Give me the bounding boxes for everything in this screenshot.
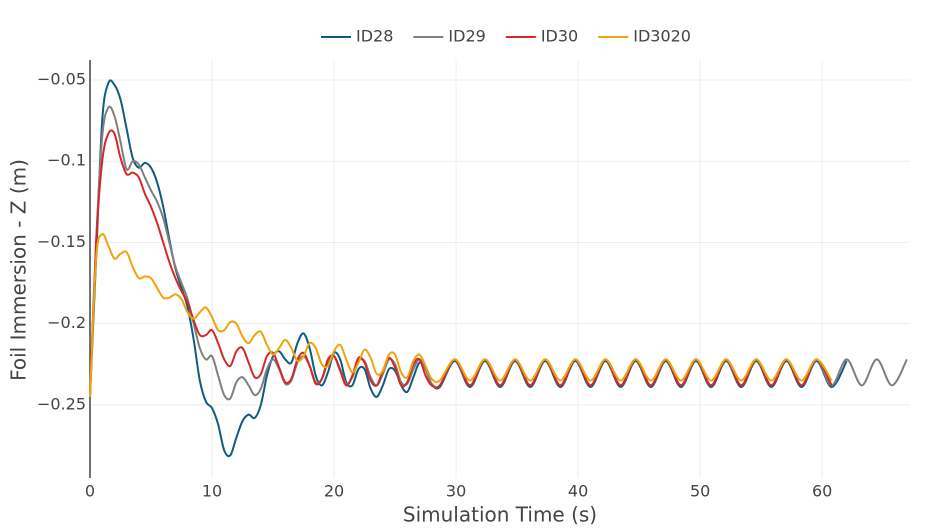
x-axis-title: Simulation Time (s) bbox=[403, 503, 597, 527]
y-tick-label: −0.05 bbox=[37, 69, 86, 88]
series-line bbox=[89, 79, 848, 458]
series-line bbox=[89, 129, 833, 397]
series-line bbox=[89, 105, 908, 401]
y-tick-label: −0.1 bbox=[47, 151, 86, 170]
series-line bbox=[89, 233, 833, 397]
x-tick-label: 50 bbox=[690, 482, 710, 501]
y-tick-label: −0.15 bbox=[37, 232, 86, 251]
legend-label: ID30 bbox=[541, 27, 578, 46]
x-tick-label: 60 bbox=[812, 482, 832, 501]
x-tick-label: 20 bbox=[324, 482, 344, 501]
legend-label: ID28 bbox=[356, 27, 393, 46]
y-tick-label: −0.2 bbox=[47, 313, 86, 332]
legend-label: ID29 bbox=[448, 27, 485, 46]
y-axis-title: Foil Immersion - Z (m) bbox=[7, 159, 31, 381]
x-tick-label: 0 bbox=[85, 482, 95, 501]
x-tick-label: 10 bbox=[202, 482, 222, 501]
y-tick-label: −0.25 bbox=[37, 394, 86, 413]
legend-label: ID3020 bbox=[633, 27, 691, 46]
x-tick-label: 40 bbox=[568, 482, 588, 501]
x-tick-label: 30 bbox=[446, 482, 466, 501]
